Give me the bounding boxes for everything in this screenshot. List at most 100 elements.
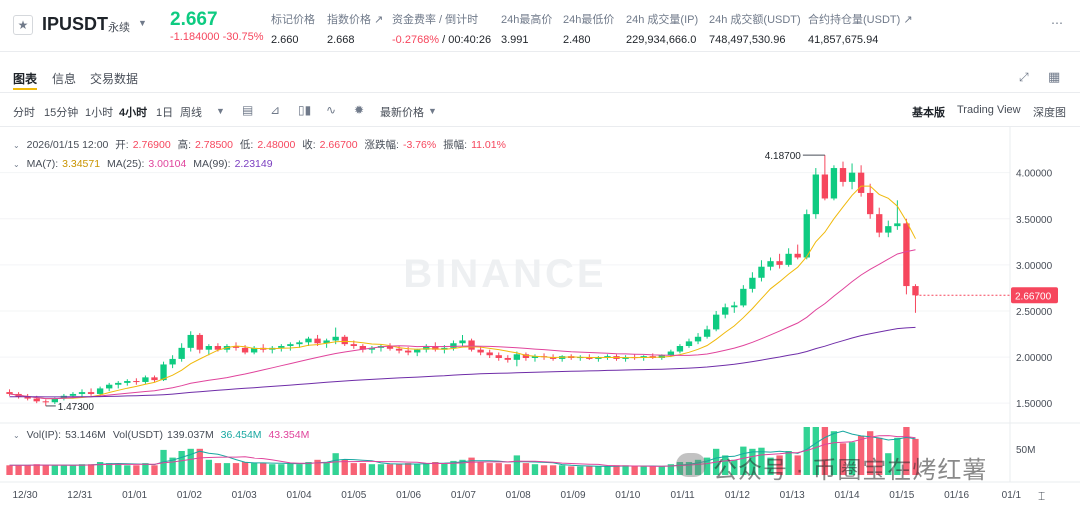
chevron-down-icon[interactable]: ▼ bbox=[216, 106, 225, 116]
candle-type-icon[interactable]: ▯▮ bbox=[298, 103, 312, 117]
candle-body bbox=[423, 346, 430, 350]
candle-body bbox=[6, 392, 13, 394]
chevron-down-icon[interactable]: ⌄ bbox=[13, 141, 20, 150]
candle-body bbox=[404, 350, 412, 353]
view-depth[interactable]: 深度图 bbox=[1033, 107, 1066, 119]
favorite-star-icon[interactable]: ★ bbox=[13, 15, 33, 35]
view-basic[interactable]: 基本版 bbox=[912, 107, 945, 119]
volume-bar bbox=[287, 463, 294, 475]
tab-info[interactable]: 信息 bbox=[52, 72, 77, 86]
close-label: 收: bbox=[302, 139, 316, 151]
price-axis[interactable]: 4.00000 3.50000 3.00000 2.50000 2.00000 1.500… bbox=[1016, 169, 1053, 456]
change-value: -3.76% bbox=[402, 139, 437, 151]
volume-bar bbox=[595, 466, 602, 475]
price-type-select[interactable]: 最新价格 bbox=[380, 107, 424, 119]
chevron-down-icon[interactable]: ⌄ bbox=[13, 160, 20, 169]
candle-body bbox=[187, 334, 194, 348]
y-tick-label: 2.50000 bbox=[1016, 307, 1053, 318]
candle-body bbox=[395, 348, 403, 351]
volume-bar bbox=[260, 463, 267, 475]
volume-bar bbox=[903, 427, 910, 475]
stat-open-interest[interactable]: 合约持仓量(USDT) ↗ 41,857,675.94 bbox=[808, 11, 913, 46]
ohlc-time: 2026/01/15 12:00 bbox=[26, 139, 109, 151]
volume-bar bbox=[586, 466, 593, 475]
calendar-icon[interactable]: ▤ bbox=[242, 103, 254, 117]
volume-bar bbox=[731, 459, 738, 475]
chevron-down-icon[interactable]: ▼ bbox=[138, 18, 147, 28]
chevron-down-icon[interactable]: ⌄ bbox=[13, 431, 20, 440]
stat-index-price[interactable]: 指数价格 ↗ 2.668 bbox=[327, 11, 383, 46]
layout-grid-icon[interactable]: ▦ bbox=[1048, 69, 1061, 84]
volume-bar bbox=[214, 463, 222, 475]
volume-bars bbox=[6, 427, 919, 475]
x-tick-label: 01/13 bbox=[779, 490, 805, 501]
candle-body bbox=[305, 338, 312, 343]
x-tick-label: 01/16 bbox=[944, 490, 970, 501]
stat-label[interactable]: 指数价格 ↗ bbox=[327, 14, 384, 26]
x-tick-label: 01/12 bbox=[724, 490, 750, 501]
interval-1h[interactable]: 1小时 bbox=[85, 107, 114, 119]
candle-body bbox=[196, 334, 203, 350]
volume-bar bbox=[296, 464, 303, 475]
volume-bar bbox=[776, 455, 783, 475]
candlestick-chart[interactable]: BINANCE 4.00000 3.50000 3.00000 2.50000 2.00… bbox=[0, 127, 1080, 510]
x-tick-label: 01/02 bbox=[176, 490, 202, 501]
candle-body bbox=[821, 174, 829, 199]
x-tick-label: 01/08 bbox=[505, 490, 531, 501]
contract-type-label: 永续 bbox=[108, 22, 130, 34]
interval-4h[interactable]: 4小时 bbox=[119, 107, 148, 119]
x-tick-label: 01/04 bbox=[286, 490, 312, 501]
candle-body bbox=[323, 340, 330, 344]
binance-watermark: BINANCE bbox=[403, 252, 606, 296]
interval-week[interactable]: 周线 bbox=[180, 107, 202, 119]
volume-bar bbox=[106, 463, 113, 475]
stat-label[interactable]: 合约持仓量(USDT) ↗ bbox=[808, 14, 913, 26]
interval-15m[interactable]: 15分钟 bbox=[44, 107, 79, 119]
stat-24h-volume: 24h 成交量(IP) 229,934,666.0 bbox=[626, 11, 698, 46]
fullscreen-icon[interactable]: ⤢ bbox=[1019, 70, 1029, 84]
volume-bar bbox=[87, 464, 95, 475]
volume-bar bbox=[350, 463, 357, 475]
volume-bar bbox=[69, 465, 77, 475]
chevron-down-icon[interactable]: ▼ bbox=[428, 106, 437, 116]
volume-bar bbox=[558, 465, 566, 475]
volume-bar bbox=[432, 462, 439, 475]
volume-bar bbox=[577, 466, 584, 475]
ma-info-row: ⌄ MA(7): 3.34571 MA(25): 3.00104 MA(99): 2.… bbox=[13, 158, 277, 170]
volume-bar bbox=[187, 448, 194, 475]
tab-trading-data[interactable]: 交易数据 bbox=[90, 72, 139, 86]
symbol-name[interactable]: IPUSDT bbox=[42, 14, 109, 34]
volume-bar bbox=[785, 451, 792, 475]
ma99-line bbox=[9, 326, 916, 398]
volume-bar bbox=[613, 465, 620, 475]
stat-label: 24h最低价 bbox=[563, 14, 615, 26]
stat-funding-rate: 资金费率 / 倒计时 -0.2768% / 00:40:26 bbox=[392, 11, 491, 46]
volume-bar bbox=[96, 462, 104, 475]
view-trading-view[interactable]: Trading View bbox=[957, 104, 1021, 116]
volume-bar bbox=[278, 464, 285, 475]
tab-chart[interactable]: 图表 bbox=[13, 72, 38, 86]
candle-body bbox=[178, 347, 185, 359]
volume-bar bbox=[178, 451, 185, 475]
indicator-icon[interactable]: ∿ bbox=[326, 103, 337, 117]
interval-1d[interactable]: 1日 bbox=[156, 107, 174, 119]
interval-time[interactable]: 分时 bbox=[13, 107, 35, 119]
y-tick-label: 4.00000 bbox=[1016, 169, 1053, 180]
volume-bar bbox=[749, 448, 756, 475]
settings-gear-icon[interactable]: ✹ bbox=[354, 103, 365, 117]
volume-bar bbox=[504, 464, 511, 475]
candle-body bbox=[749, 277, 756, 289]
drawing-tool-icon[interactable]: ⊿ bbox=[270, 103, 281, 117]
vol-ma-value: 36.454M bbox=[220, 429, 262, 441]
stat-label: 资金费率 / 倒计时 bbox=[392, 14, 479, 26]
more-menu-icon[interactable]: ⋯ bbox=[1051, 16, 1063, 30]
volume-bar bbox=[631, 466, 638, 475]
candle-body bbox=[794, 253, 801, 258]
divider bbox=[0, 126, 1080, 127]
candle-body bbox=[151, 377, 158, 381]
candle-body bbox=[885, 226, 892, 233]
volume-bar bbox=[151, 465, 158, 475]
volume-bar bbox=[459, 459, 466, 475]
volume-bar bbox=[848, 442, 856, 475]
axis-settings-icon[interactable]: ⌶ bbox=[1038, 489, 1046, 503]
